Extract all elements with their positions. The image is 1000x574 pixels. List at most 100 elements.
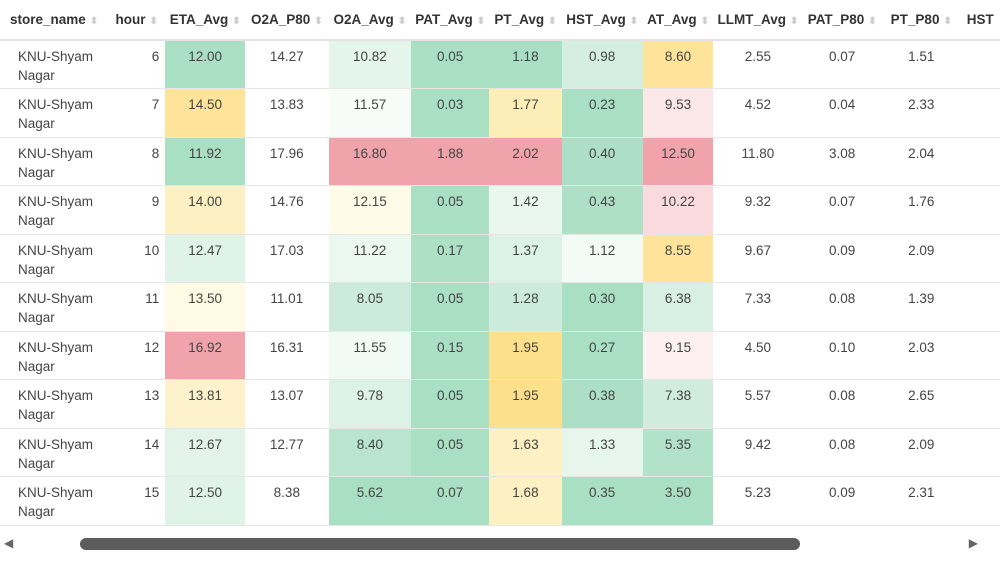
cell-hst-avg: 0.27 [561,331,643,380]
column-header-pt-p80[interactable]: PT_P80 ⬍ [881,0,961,41]
cell-pt-p80: 1.76 [881,185,961,235]
column-header-o2a-p80[interactable]: O2A_P80 ⬍ [245,0,329,41]
cell-at-avg: 8.60 [642,40,714,89]
cell-hour: 9 [108,185,166,235]
cell-store-name: KNU-Shyam Nagar [0,476,109,526]
table-row: KNU-Shyam Nagar 12 16.92 16.31 11.55 0.15 1.95… [0,331,1000,380]
cell-llmt-avg: 4.50 [713,331,803,380]
cell-llmt-avg: 4.52 [713,88,803,138]
cell-pat-p80: 0.09 [802,234,882,283]
column-header-pt-avg[interactable]: PT_Avg ⬍ [489,0,562,41]
cell-o2a-avg: 11.57 [328,88,412,138]
cell-pat-avg: 0.03 [411,88,490,138]
sort-icon[interactable]: ⬍ [700,16,709,27]
cell-pt-avg: 2.02 [489,137,562,186]
cell-pt-p80: 2.09 [881,234,961,283]
sort-icon[interactable]: ⬍ [232,16,241,27]
cell-o2a-p80: 13.83 [245,88,329,138]
cell-o2a-avg: 9.78 [328,379,412,429]
cell-eta-avg: 12.00 [165,40,246,89]
column-header-hst[interactable]: HST [960,0,1000,41]
cell-o2a-p80: 17.96 [245,137,329,186]
sort-icon[interactable]: ⬍ [89,16,99,27]
cell-pt-avg: 1.95 [489,379,562,429]
horizontal-scrollbar[interactable]: ◀ ▶ [0,533,1000,553]
sort-icon[interactable]: ⬍ [629,16,639,27]
cell-hour: 13 [108,379,166,429]
cell-pt-avg: 1.42 [489,185,562,235]
cell-store-name: KNU-Shyam Nagar [0,185,109,235]
cell-o2a-p80: 14.27 [245,40,329,89]
cell-llmt-avg: 9.67 [713,234,803,283]
cell-hst-avg: 1.33 [561,428,643,477]
cell-hour: 6 [108,40,166,89]
cell-pat-p80: 0.04 [802,88,882,138]
cell-pat-p80: 0.10 [802,331,882,380]
header-row: store_name ⬍ hour ⬍ ETA_Avg ⬍ O2A_P80 ⬍ O2A_Avg ⬍… [0,0,1000,41]
cell-pat-avg: 0.05 [411,428,490,477]
cell-at-avg: 5.35 [642,428,714,477]
cell-o2a-avg: 8.40 [328,428,412,477]
sort-icon[interactable]: ⬍ [149,16,158,27]
cell-o2a-avg: 11.55 [328,331,412,380]
cell-hour: 12 [108,331,166,380]
cell-at-avg: 8.55 [642,234,714,283]
cell-pt-p80: 2.04 [881,137,961,186]
column-header-hour[interactable]: hour ⬍ [108,0,166,41]
column-header-at-avg[interactable]: AT_Avg ⬍ [642,0,714,41]
scroll-left-icon[interactable]: ◀ [4,536,14,550]
cell-store-name: KNU-Shyam Nagar [0,234,109,283]
cell-hst [960,40,1000,89]
cell-eta-avg: 14.00 [165,185,246,235]
cell-at-avg: 7.38 [642,379,714,429]
column-label: store_name [10,12,86,27]
sort-icon[interactable]: ⬍ [868,16,877,27]
column-label: HST [966,12,994,27]
sort-icon[interactable]: ⬍ [943,16,952,27]
cell-llmt-avg: 5.23 [713,476,803,526]
cell-pt-p80: 1.39 [881,282,961,332]
cell-pat-avg: 1.88 [411,137,490,186]
column-header-pat-avg[interactable]: PAT_Avg ⬍ [411,0,490,41]
cell-llmt-avg: 9.32 [713,185,803,235]
cell-hour: 10 [108,234,166,283]
cell-store-name: KNU-Shyam Nagar [0,40,109,89]
cell-store-name: KNU-Shyam Nagar [0,137,109,186]
column-header-o2a-avg[interactable]: O2A_Avg ⬍ [328,0,412,41]
cell-llmt-avg: 5.57 [713,379,803,429]
cell-pt-avg: 1.68 [489,476,562,526]
column-header-store-name[interactable]: store_name ⬍ [0,0,109,41]
column-label: PT_Avg [494,12,545,27]
column-label: PAT_Avg [415,12,473,27]
sort-icon[interactable]: ⬍ [314,16,323,27]
cell-hour: 8 [108,137,166,186]
cell-at-avg: 12.50 [642,137,714,186]
cell-hst [960,428,1000,477]
cell-pat-p80: 0.07 [802,40,882,89]
scroll-right-icon[interactable]: ▶ [968,536,978,550]
sort-icon[interactable]: ⬍ [789,16,799,27]
cell-eta-avg: 12.50 [165,476,246,526]
column-header-eta-avg[interactable]: ETA_Avg ⬍ [165,0,246,41]
cell-store-name: KNU-Shyam Nagar [0,331,109,380]
cell-pat-avg: 0.05 [411,282,490,332]
scrollbar-thumb[interactable] [80,538,800,550]
cell-pat-avg: 0.05 [411,40,490,89]
cell-eta-avg: 13.81 [165,379,246,429]
cell-hour: 7 [108,88,166,138]
cell-store-name: KNU-Shyam Nagar [0,379,109,429]
cell-o2a-avg: 8.05 [328,282,412,332]
table-row: KNU-Shyam Nagar 8 11.92 17.96 16.80 1.88 2.02 0… [0,137,1000,186]
column-label: HST_Avg [566,12,626,27]
column-header-hst-avg[interactable]: HST_Avg ⬍ [561,0,643,41]
column-header-pat-p80[interactable]: PAT_P80 ⬍ [802,0,882,41]
column-label: hour [115,12,146,27]
cell-pat-avg: 0.15 [411,331,490,380]
sort-icon[interactable]: ⬍ [476,16,486,27]
column-label: O2A_Avg [333,12,394,27]
sort-icon[interactable]: ⬍ [397,16,407,27]
cell-hour: 11 [108,282,166,332]
column-header-llmt-avg[interactable]: LLMT_Avg ⬍ [713,0,803,41]
cell-hst [960,185,1000,235]
sort-icon[interactable]: ⬍ [548,16,557,27]
